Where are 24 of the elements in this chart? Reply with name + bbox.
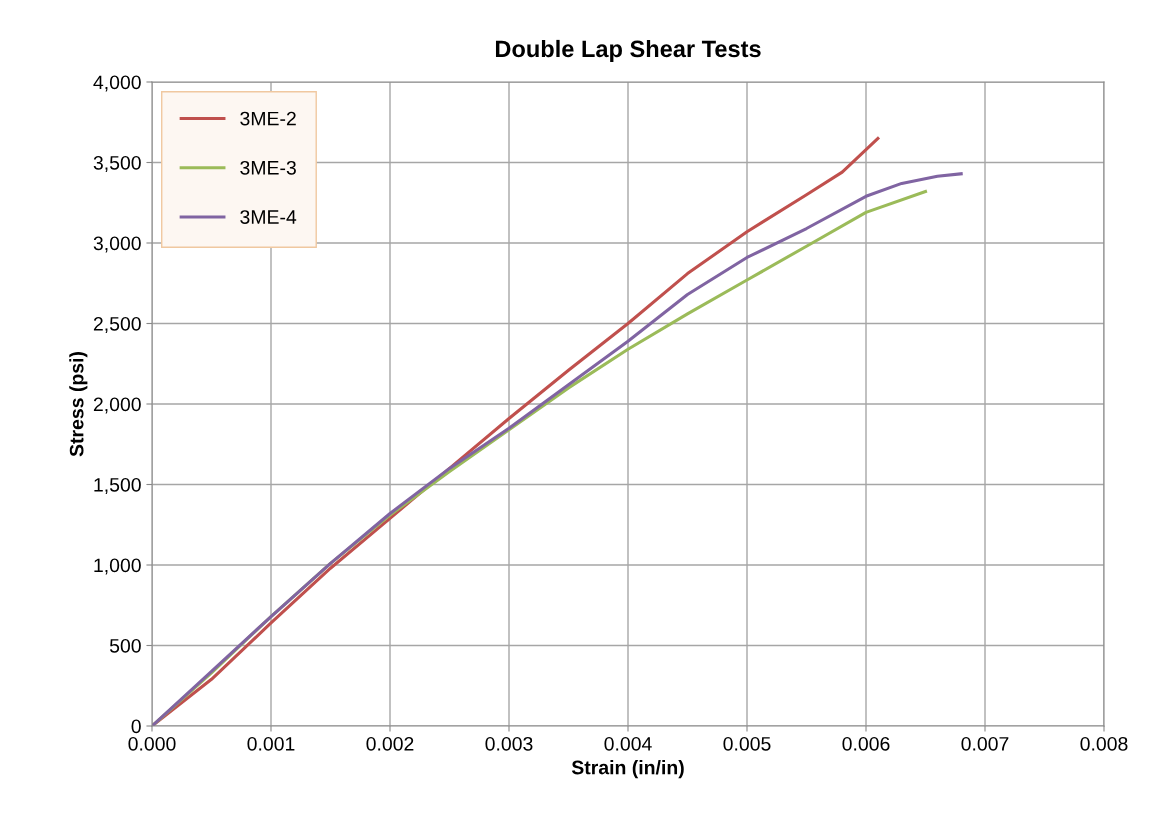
x-tick-label: 0.004 — [604, 736, 652, 751]
x-tick-label: 0.001 — [247, 736, 295, 751]
legend-label: 3ME-4 — [240, 210, 297, 224]
y-tick-label: 1,000 — [94, 558, 141, 575]
y-tick-label: 2,000 — [93, 397, 141, 414]
y-tick-label: 2,500 — [93, 316, 141, 334]
x-tick-label: 0.002 — [366, 736, 414, 751]
x-axis-title: Strain (in/in) — [571, 760, 684, 779]
chart-title: Double Lap Shear Tests — [495, 39, 761, 62]
x-tick-label: 0.006 — [842, 736, 890, 751]
y-tick-label: 3,000 — [93, 236, 141, 253]
y-tick-label: 0 — [131, 719, 141, 734]
x-tick-label: 0.008 — [1080, 736, 1128, 751]
y-axis-title: Stress (psi) — [69, 352, 88, 457]
x-tick-label: 0.003 — [485, 736, 533, 751]
x-tick-label: 0.000 — [128, 736, 176, 751]
x-tick-label: 0.007 — [961, 736, 1009, 751]
y-tick-label: 4,000 — [93, 75, 141, 92]
y-tick-label: 3,500 — [93, 155, 141, 173]
y-tick-label: 500 — [109, 638, 141, 653]
legend-label: 3ME-3 — [240, 160, 296, 175]
y-tick-label: 1,500 — [94, 477, 141, 495]
legend-label: 3ME-2 — [240, 111, 296, 126]
x-tick-label: 0.005 — [723, 736, 771, 751]
